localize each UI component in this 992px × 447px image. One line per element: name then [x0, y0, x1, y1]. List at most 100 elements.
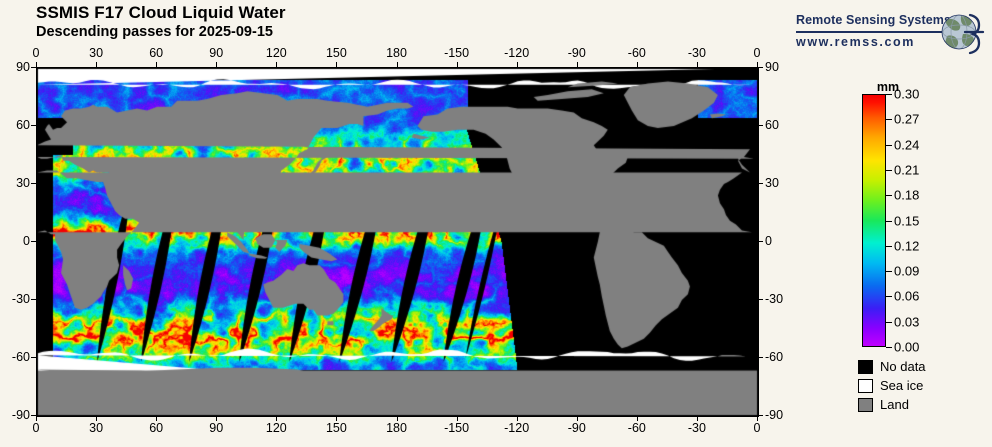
x-tick: [456, 62, 458, 67]
legend-swatch: [858, 397, 873, 412]
y-axis-label-right: 0: [765, 234, 772, 248]
colorbar-tick-label: 0.03: [894, 314, 920, 330]
x-tick: [576, 62, 578, 67]
globe-icon: [941, 13, 985, 55]
logo-divider: [796, 31, 944, 33]
x-tick: [156, 416, 158, 421]
x-axis-label-top: -120: [504, 46, 530, 60]
y-tick: [758, 125, 763, 126]
y-tick: [31, 183, 36, 184]
x-axis-label-bottom: -90: [567, 421, 586, 435]
x-axis-label-bottom: 180: [386, 421, 407, 435]
x-tick: [96, 62, 98, 67]
legend-label: No data: [880, 359, 926, 374]
legend-item: Sea ice: [858, 377, 926, 394]
title-block: SSMIS F17 Cloud Liquid Water Descending …: [36, 3, 286, 42]
logo-website-url: www.remss.com: [796, 35, 915, 49]
logo-org-name: Remote Sensing Systems: [796, 13, 952, 27]
colorbar-tick-label: 0.24: [894, 137, 920, 153]
y-axis-label-left: 30: [16, 176, 30, 190]
x-axis-label-top: 60: [149, 46, 164, 60]
legend-swatch: [858, 359, 873, 374]
colorbar-tick: [886, 220, 892, 222]
x-tick: [276, 62, 278, 67]
x-tick: [636, 416, 638, 421]
y-tick: [31, 357, 36, 358]
page-title: SSMIS F17 Cloud Liquid Water: [36, 3, 286, 22]
x-tick: [696, 62, 698, 67]
y-tick: [758, 241, 763, 242]
colorbar-tick: [886, 144, 892, 146]
y-tick: [31, 299, 36, 300]
x-axis-label-top: 0: [32, 46, 40, 60]
colorbar-tick-label: 0.21: [894, 162, 920, 178]
x-tick: [156, 62, 158, 67]
y-axis-label-left: 0: [23, 234, 30, 248]
y-axis-label-right: -60: [765, 350, 784, 364]
colorbar-tick: [886, 245, 892, 247]
x-tick: [276, 416, 278, 421]
colorbar-tick: [886, 119, 892, 121]
x-axis-label-top: -30: [687, 46, 706, 60]
y-axis-label-left: 60: [16, 118, 30, 132]
map-plot-area[interactable]: [36, 67, 759, 417]
x-tick: [636, 62, 638, 67]
x-tick: [336, 62, 338, 67]
y-axis-label-left: -60: [11, 350, 30, 364]
x-axis-label-bottom: 150: [325, 421, 347, 435]
mask-legend: No data Sea ice Land: [858, 358, 926, 415]
x-tick: [216, 62, 218, 67]
legend-item: Land: [858, 396, 926, 413]
x-tick: [696, 416, 698, 421]
x-axis-label-bottom: 0: [753, 421, 761, 435]
colorbar-tick: [886, 296, 892, 298]
colorbar-tick: [886, 94, 892, 95]
x-axis-label-bottom: 30: [89, 421, 104, 435]
legend-item: No data: [858, 358, 926, 375]
legend-label: Sea ice: [880, 378, 924, 393]
x-axis-label-top: -150: [444, 46, 470, 60]
legend-swatch: [858, 378, 873, 393]
legend-label: Land: [880, 397, 909, 412]
y-axis-label-right: 30: [765, 176, 779, 190]
x-axis-label-bottom: 60: [149, 421, 164, 435]
x-axis-label-bottom: -120: [504, 421, 530, 435]
colorbar-tick: [886, 195, 892, 197]
y-axis-label-right: -90: [765, 408, 784, 422]
x-axis-label-top: 150: [325, 46, 347, 60]
colorbar-tick-label: 0.09: [894, 263, 920, 279]
x-axis-label-top: 120: [265, 46, 287, 60]
colorbar-tick: [886, 169, 892, 171]
colorbar-tick: [886, 321, 892, 323]
y-tick: [31, 67, 36, 68]
colorbar-tick: [886, 347, 892, 348]
x-axis-label-top: 30: [89, 46, 104, 60]
x-axis-label-top: 0: [753, 46, 761, 60]
x-tick: [216, 416, 218, 421]
x-tick: [757, 416, 758, 421]
y-tick: [758, 183, 763, 184]
x-axis-label-top: 90: [209, 46, 224, 60]
y-tick: [758, 299, 763, 300]
x-axis-label-top: -90: [567, 46, 586, 60]
y-axis-label-left: -30: [11, 292, 30, 306]
x-tick: [36, 416, 37, 421]
remss-logo[interactable]: Remote Sensing Systems www.remss.com: [796, 8, 986, 56]
x-tick: [336, 416, 338, 421]
colorbar-tick-label: 0.12: [894, 238, 920, 254]
x-axis-label-bottom: 120: [265, 421, 287, 435]
y-tick: [31, 125, 36, 126]
x-tick: [516, 62, 518, 67]
colorbar-units-label: mm: [876, 80, 900, 94]
colorbar-tick-label: 0.18: [894, 187, 920, 203]
colorbar-gradient: [862, 94, 886, 347]
x-tick: [516, 416, 518, 421]
colorbar-tick-label: 0.30: [894, 86, 920, 102]
y-axis-label-right: 90: [765, 60, 779, 74]
x-tick: [396, 62, 398, 67]
x-axis-label-bottom: 0: [32, 421, 40, 435]
x-axis-label-top: 180: [386, 46, 407, 60]
x-tick: [757, 62, 758, 67]
colorbar-tick-label: 0.00: [894, 339, 920, 355]
x-axis-label-bottom: -150: [444, 421, 470, 435]
